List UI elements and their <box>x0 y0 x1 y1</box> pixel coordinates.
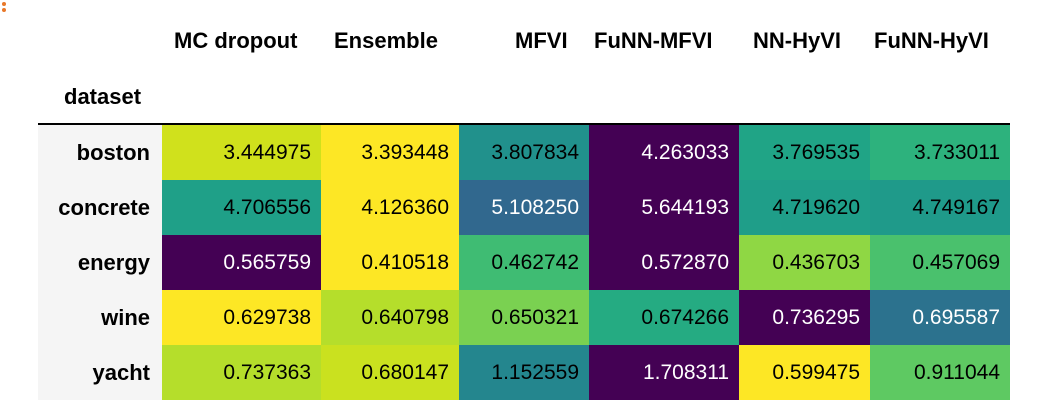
table-row: boston 3.444975 3.393448 3.807834 4.263033 3.… <box>38 125 1010 180</box>
table-cell: 0.599475 <box>739 345 870 400</box>
table-cell: 0.640798 <box>321 290 459 345</box>
row-label: yacht <box>38 345 162 400</box>
row-label: boston <box>38 125 162 180</box>
table-row: energy 0.565759 0.410518 0.462742 0.572870 0.… <box>38 235 1010 290</box>
row-label: energy <box>38 235 162 290</box>
table-cell: 0.629738 <box>162 290 321 345</box>
table-cell: 3.807834 <box>459 125 589 180</box>
column-header: Ensemble <box>334 28 438 53</box>
table-cell: 3.444975 <box>162 125 321 180</box>
table-cell: 4.126360 <box>321 180 459 235</box>
table-cell: 0.457069 <box>870 235 1010 290</box>
table-cell: 5.108250 <box>459 180 589 235</box>
table-cell: 3.769535 <box>739 125 870 180</box>
table-cell: 0.410518 <box>321 235 459 290</box>
column-header: MFVI <box>515 28 568 53</box>
table-cell: 1.708311 <box>589 345 739 400</box>
table-cell: 0.572870 <box>589 235 739 290</box>
table-row: yacht 0.737363 0.680147 1.152559 1.708311 0.5… <box>38 345 1010 400</box>
table-cell: 0.911044 <box>870 345 1010 400</box>
column-header: MC dropout <box>174 28 298 53</box>
table-row: wine 0.629738 0.640798 0.650321 0.674266 0.73… <box>38 290 1010 345</box>
table-cell: 0.436703 <box>739 235 870 290</box>
table-cell: 0.650321 <box>459 290 589 345</box>
table-cell: 3.393448 <box>321 125 459 180</box>
table-cell: 0.674266 <box>589 290 739 345</box>
table-cell: 0.736295 <box>739 290 870 345</box>
table-cell: 4.749167 <box>870 180 1010 235</box>
table-cell: 3.733011 <box>870 125 1010 180</box>
table-cell: 0.462742 <box>459 235 589 290</box>
header-rule <box>38 123 1010 125</box>
table-row: concrete 4.706556 4.126360 5.108250 5.644193… <box>38 180 1010 235</box>
table-cell: 0.695587 <box>870 290 1010 345</box>
column-header: NN-HyVI <box>753 28 842 53</box>
table-cell: 0.565759 <box>162 235 321 290</box>
table-cell: 0.680147 <box>321 345 459 400</box>
row-label: concrete <box>38 180 162 235</box>
output-marker-icon <box>0 0 6 12</box>
column-header: FuNN-HyVI <box>874 28 989 53</box>
table-cell: 4.263033 <box>589 125 739 180</box>
row-label: wine <box>38 290 162 345</box>
table-cell: 1.152559 <box>459 345 589 400</box>
column-header: FuNN-MFVI <box>594 28 713 53</box>
table-cell: 5.644193 <box>589 180 739 235</box>
table-cell: 0.737363 <box>162 345 321 400</box>
table-cell: 4.706556 <box>162 180 321 235</box>
table-cell: 4.719620 <box>739 180 870 235</box>
index-name-label: dataset <box>64 84 142 109</box>
